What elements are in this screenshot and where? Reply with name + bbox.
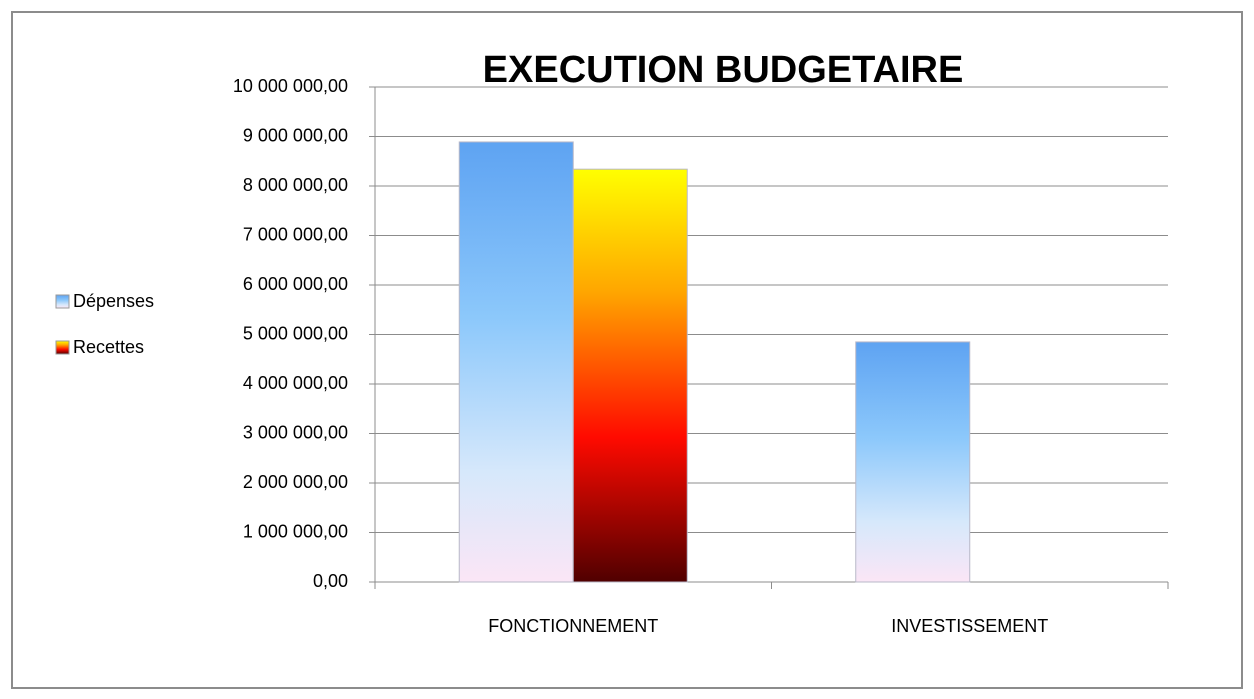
y-tick-label: 3 000 000,00 [243,422,348,442]
y-tick-label: 4 000 000,00 [243,373,348,393]
chart-title: EXECUTION BUDGETAIRE [483,49,964,91]
bar [572,168,688,583]
y-tick-label: 8 000 000,00 [243,175,348,195]
y-tick-label: 10 000 000,00 [233,76,348,96]
y-tick-label: 1 000 000,00 [243,521,348,541]
legend-label: Recettes [73,337,144,357]
y-tick-label: 7 000 000,00 [243,224,348,244]
y-tick-label: 6 000 000,00 [243,274,348,294]
y-tick-label: 5 000 000,00 [243,323,348,343]
y-tick-label: 2 000 000,00 [243,472,348,492]
bar [855,341,971,583]
y-tick-label: 9 000 000,00 [243,125,348,145]
y-tick-label: 0,00 [313,571,348,591]
legend-label: Dépenses [73,291,154,311]
x-tick-label: INVESTISSEMENT [891,616,1048,636]
legend-marker [55,294,70,309]
bar [458,141,574,583]
x-tick-label: FONCTIONNEMENT [488,616,658,636]
legend-marker [55,340,70,355]
